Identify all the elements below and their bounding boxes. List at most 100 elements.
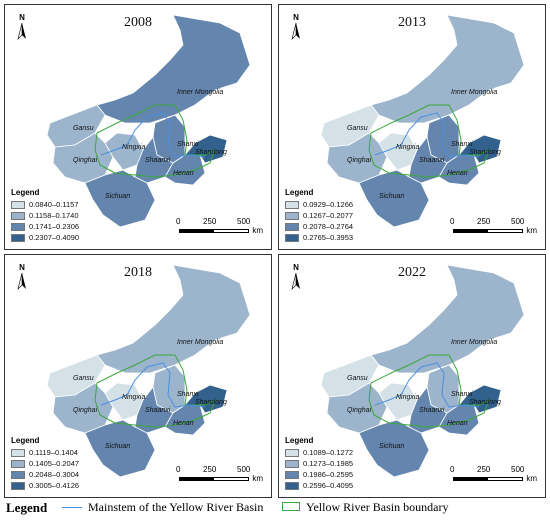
province-label-hn: Henan: [173, 170, 194, 177]
scale-bar-graphic: [179, 229, 249, 233]
legend-swatch: [285, 222, 299, 231]
province-label-nm: Inner Mongolia: [451, 89, 498, 96]
class-legend: Legend 0.0929–0.1266 0.1267–0.2077 0.2078–0…: [285, 188, 353, 243]
province-label-qh: Qinghai: [347, 157, 372, 164]
legend-range: 0.1405–0.2047: [29, 459, 80, 468]
basin-boundary: [368, 104, 490, 178]
scale-unit: km: [526, 226, 537, 235]
province-label-nm: Inner Mongolia: [177, 89, 224, 96]
legend-row: 0.2596–0.4095: [285, 480, 353, 491]
province-qh: [326, 132, 388, 184]
province-sc: [84, 419, 156, 478]
province-label-sd: Shandong: [469, 399, 501, 406]
scale-tick: 0: [176, 465, 181, 474]
river-legend-label: Mainstem of the Yellow River Basin: [88, 500, 264, 514]
legend-range: 0.1273–0.1985: [303, 459, 354, 468]
legend-swatch: [285, 233, 299, 242]
province-label-sx: Shanxi: [451, 391, 473, 398]
legend-swatch: [285, 470, 299, 479]
province-nm: [370, 14, 525, 124]
legend-swatch: [11, 470, 25, 479]
province-map: [46, 264, 251, 478]
legend-swatch: [285, 211, 299, 220]
scale-bar: 0 250 500 km: [173, 217, 263, 239]
class-legend: Legend 0.1089–0.1272 0.1273–0.1985 0.1986–0…: [285, 436, 353, 491]
legend-range: 0.1741–0.2306: [29, 222, 80, 231]
legend-row: 0.1119–0.1404: [11, 447, 79, 458]
province-label-gs: Gansu: [347, 375, 368, 382]
province-label-sx: Shanxi: [177, 141, 199, 148]
province-label-sc: Sichuan: [379, 193, 405, 200]
north-label: N: [293, 263, 299, 272]
legend-row: 0.3005–0.4126: [11, 480, 79, 491]
yellow-river-mainstem: [100, 112, 206, 158]
legend-row: 0.2048–0.3004: [11, 469, 79, 480]
legend-range: 0.0840–0.1157: [29, 200, 79, 209]
legend-swatch: [11, 233, 25, 242]
province-sc: [358, 419, 430, 478]
province-label-nm: Inner Mongolia: [451, 339, 498, 346]
scale-tick: 250: [203, 217, 217, 226]
map-panel-2018: 2018 N Inner Mongolia Gansu Qinghai Ningxia Sh…: [4, 254, 272, 498]
province-label-sa: Shaanxi: [145, 157, 171, 164]
province-sc: [358, 169, 430, 228]
legend-row: 0.1741–0.2306: [11, 221, 79, 232]
panel-year: 2022: [398, 265, 426, 280]
north-label: N: [293, 13, 299, 22]
province-label-sd: Shandong: [195, 149, 227, 156]
province-label-sx: Shanxi: [177, 391, 199, 398]
legend-range: 0.1986–0.2595: [303, 470, 354, 479]
north-arrow-icon: N: [287, 13, 305, 43]
province-label-sc: Sichuan: [105, 193, 131, 200]
scale-bar-graphic: [179, 477, 249, 481]
province-label-qh: Qinghai: [347, 407, 372, 414]
north-label: N: [19, 13, 25, 22]
province-label-qh: Qinghai: [73, 407, 98, 414]
scale-bar: 0 250 500 km: [447, 217, 537, 239]
scale-unit: km: [526, 474, 537, 483]
river-line-symbol: [62, 507, 82, 508]
province-label-sd: Shandong: [469, 149, 501, 156]
legend-range: 0.3005–0.4126: [29, 481, 80, 490]
province-label-qh: Qinghai: [73, 157, 98, 164]
legend-title: Legend: [11, 436, 40, 445]
bottom-legend: Legend Mainstem of the Yellow River Basi…: [0, 498, 550, 520]
province-nm: [96, 264, 251, 374]
map-panel-2008: 2008 N Inner Mongolia Gansu Qinghai Ningxia Sh…: [4, 4, 272, 250]
province-qh: [52, 382, 114, 434]
boundary-box-symbol: [282, 502, 300, 511]
legend-range: 0.1089–0.1272: [303, 448, 354, 457]
scale-tick: 250: [477, 465, 491, 474]
legend-swatch: [11, 481, 25, 490]
province-label-hn: Henan: [447, 170, 468, 177]
scale-tick: 0: [176, 217, 181, 226]
scale-tick: 250: [477, 217, 491, 226]
legend-title: Legend: [285, 188, 314, 197]
scale-bar: 0 250 500 km: [447, 465, 537, 487]
legend-swatch: [285, 200, 299, 209]
legend-swatch: [11, 211, 25, 220]
legend-row: 0.1986–0.2595: [285, 469, 353, 480]
scale-tick: 0: [450, 465, 455, 474]
scale-unit: km: [252, 226, 263, 235]
yellow-river-mainstem: [374, 362, 480, 408]
province-label-sx: Shanxi: [451, 141, 473, 148]
province-label-gs: Gansu: [347, 125, 368, 132]
legend-row: 0.1273–0.1985: [285, 458, 353, 469]
legend-row: 0.0840–0.1157: [11, 199, 79, 210]
legend-row: 0.1089–0.1272: [285, 447, 353, 458]
legend-range: 0.1267–0.2077: [303, 211, 354, 220]
province-nm: [96, 14, 251, 124]
north-arrow-icon: N: [13, 263, 31, 293]
scale-tick: 0: [450, 217, 455, 226]
panel-year: 2008: [124, 15, 152, 30]
legend-swatch: [11, 200, 25, 209]
province-label-sa: Shaanxi: [419, 157, 445, 164]
legend-row: 0.2307–0.4090: [11, 232, 79, 243]
scale-tick: 500: [237, 465, 251, 474]
north-arrow-icon: N: [13, 13, 31, 43]
scale-unit: km: [252, 474, 263, 483]
legend-row: 0.1267–0.2077: [285, 210, 353, 221]
province-qh: [326, 382, 388, 434]
legend-swatch: [285, 459, 299, 468]
